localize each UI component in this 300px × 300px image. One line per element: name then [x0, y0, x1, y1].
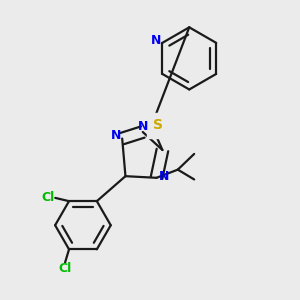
Text: S: S: [152, 118, 163, 133]
Text: N: N: [111, 129, 122, 142]
Text: Cl: Cl: [58, 262, 72, 275]
Text: Cl: Cl: [41, 191, 55, 204]
Text: N: N: [151, 34, 162, 47]
Text: N: N: [138, 120, 148, 133]
Text: N: N: [159, 170, 169, 183]
